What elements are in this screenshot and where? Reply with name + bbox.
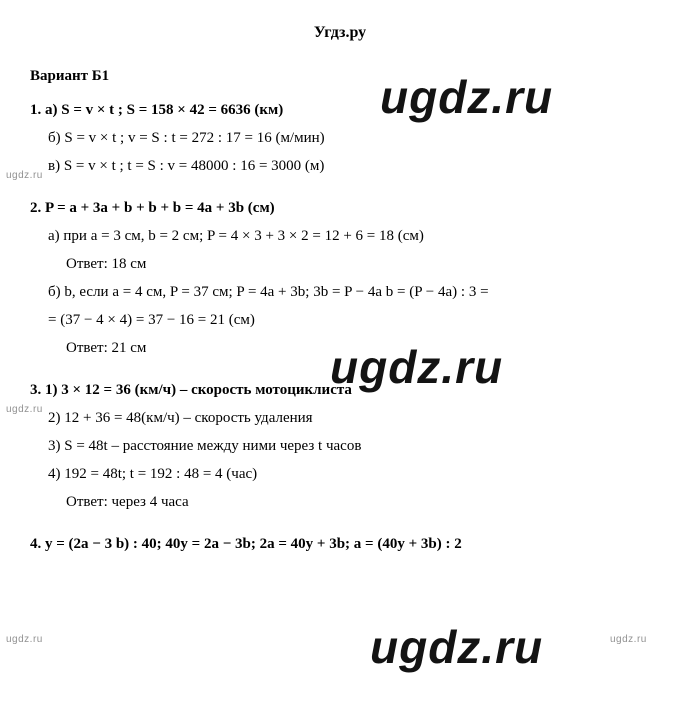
site-header: Угдз.ру bbox=[30, 20, 650, 46]
p3-answer: Ответ: через 4 часа bbox=[30, 490, 650, 514]
p3-l1-text: 3. 1) 3 × 12 = 36 (км/ч) – скорость мото… bbox=[30, 382, 352, 398]
problem-3: 3. 1) 3 × 12 = 36 (км/ч) – скорость мото… bbox=[30, 378, 650, 514]
p2-head-text: 2. P = a + 3a + b + b + b = 4a + 3b (см) bbox=[30, 200, 275, 216]
watermark-small-4: ugdz.ru bbox=[610, 634, 647, 645]
p1-a-text: 1. а) S = v × t ; S = 158 × 42 = 6636 (к… bbox=[30, 102, 283, 118]
p1-line-a: 1. а) S = v × t ; S = 158 × 42 = 6636 (к… bbox=[30, 98, 650, 122]
document-body: Угдз.ру Вариант Б1 1. а) S = v × t ; S =… bbox=[0, 0, 680, 594]
p3-l1: 3. 1) 3 × 12 = 36 (км/ч) – скорость мото… bbox=[30, 378, 650, 402]
watermark-big-3: ugdz.ru bbox=[370, 620, 543, 674]
p4-text: 4. у = (2a − 3 b) : 40; 40y = 2a − 3b; 2… bbox=[30, 536, 462, 552]
p2-head: 2. P = a + 3a + b + b + b = 4a + 3b (см) bbox=[30, 196, 650, 220]
p1-line-c: в) S = v × t ; t = S : v = 48000 : 16 = … bbox=[30, 154, 650, 178]
p3-l4: 4) 192 = 48t; t = 192 : 48 = 4 (час) bbox=[30, 462, 650, 486]
variant-title: Вариант Б1 bbox=[30, 64, 650, 88]
p2-a-answer: Ответ: 18 см bbox=[30, 252, 650, 276]
p3-l3: 3) S = 48t – расстояние между ними через… bbox=[30, 434, 650, 458]
problem-4: 4. у = (2a − 3 b) : 40; 40y = 2a − 3b; 2… bbox=[30, 532, 650, 556]
p3-l2: 2) 12 + 36 = 48(км/ч) – скорость удалени… bbox=[30, 406, 650, 430]
p2-b1: б) b, если a = 4 см, P = 37 см; P = 4a +… bbox=[30, 280, 650, 304]
p4-line: 4. у = (2a − 3 b) : 40; 40y = 2a − 3b; 2… bbox=[30, 532, 650, 556]
watermark-small-3: ugdz.ru bbox=[6, 634, 43, 645]
problem-1: 1. а) S = v × t ; S = 158 × 42 = 6636 (к… bbox=[30, 98, 650, 178]
p2-b2: = (37 − 4 × 4) = 37 − 16 = 21 (см) bbox=[30, 308, 650, 332]
p1-line-b: б) S = v × t ; v = S : t = 272 : 17 = 16… bbox=[30, 126, 650, 150]
p2-a: а) при a = 3 см, b = 2 см; P = 4 × 3 + 3… bbox=[30, 224, 650, 248]
problem-2: 2. P = a + 3a + b + b + b = 4a + 3b (см)… bbox=[30, 196, 650, 360]
p2-b-answer: Ответ: 21 см bbox=[30, 336, 650, 360]
